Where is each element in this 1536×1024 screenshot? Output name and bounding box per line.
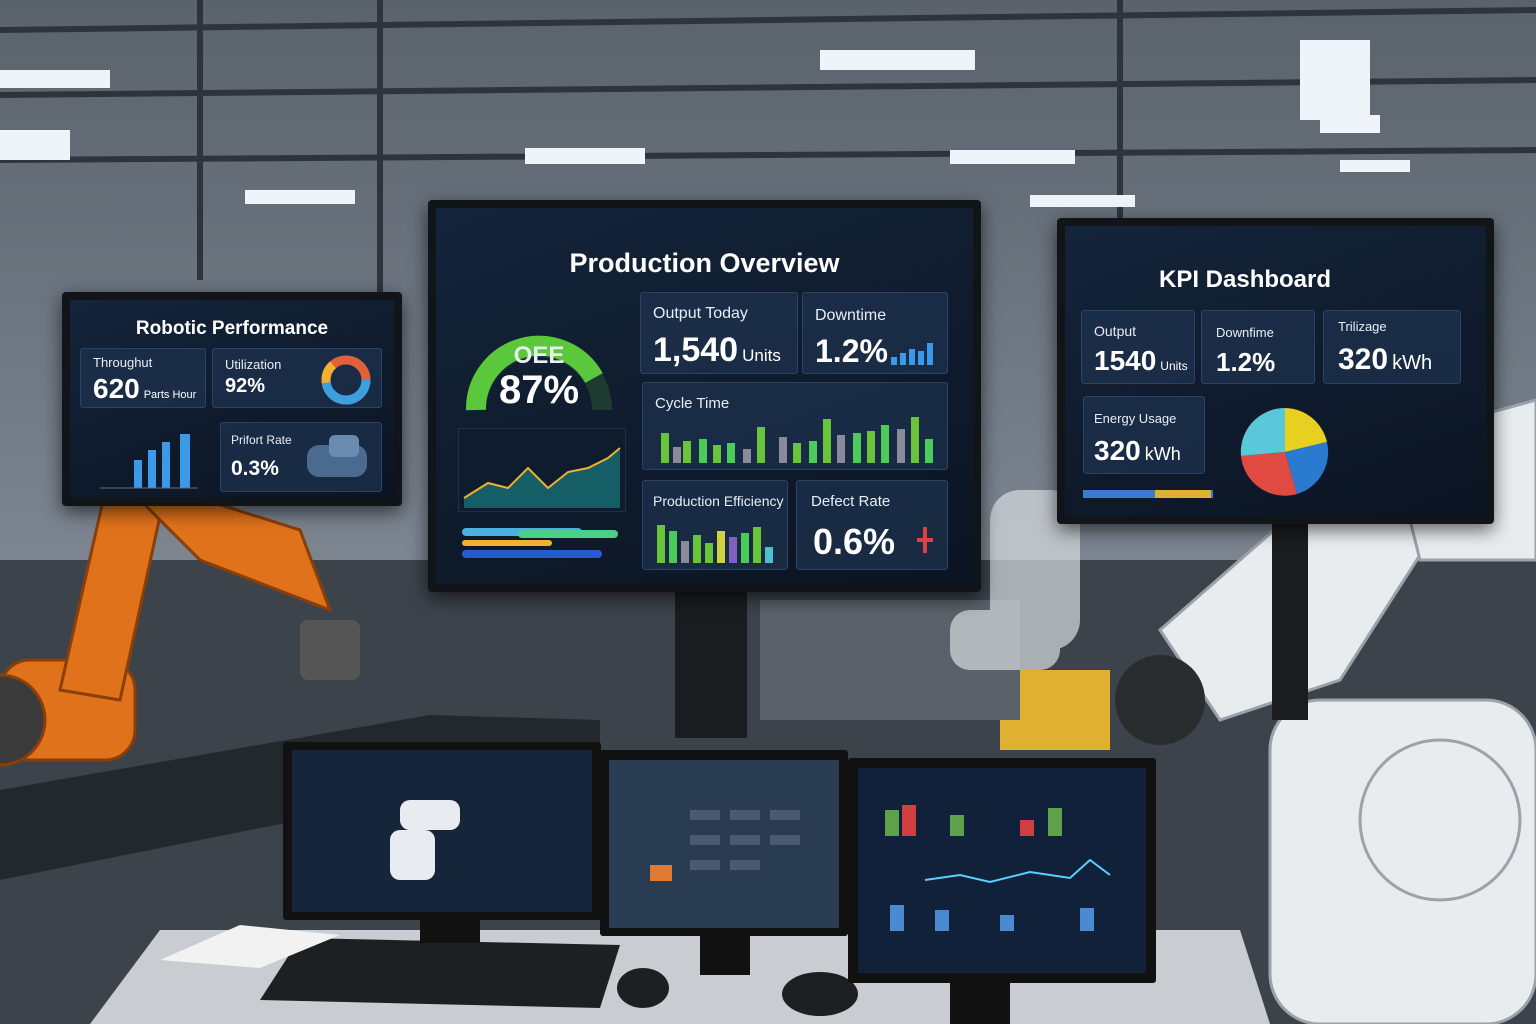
right-screen: KPI Dashboard Output 1540 Units Downfime …	[1065, 226, 1486, 516]
kpi-unit: Units	[742, 346, 781, 365]
kpi-label: Output Today	[653, 305, 748, 322]
kpi-label: Production Efficiency	[653, 493, 784, 509]
kpi-label: Utilization	[225, 357, 282, 372]
progress-bar	[1083, 490, 1213, 498]
kpi-number: 320	[1094, 435, 1141, 466]
right-monitor: KPI Dashboard Output 1540 Units Downfime …	[1057, 218, 1494, 524]
kpi-value: 1540 Units	[1094, 345, 1188, 377]
kpi-number: 620	[93, 373, 140, 404]
kpi-value: 92%	[225, 375, 266, 397]
kpi-tile: Utilization 92%	[212, 348, 382, 408]
small-monitors	[283, 742, 1156, 1024]
kpi-value: 320 kWh	[1338, 343, 1432, 377]
keyboard	[260, 938, 620, 1008]
kpi-label: Downtime	[815, 307, 887, 324]
left-monitor: Robotic Performance Throughut 620 Parts H…	[62, 292, 402, 506]
kpi-tile: Throughut 620 Parts Hour	[80, 348, 206, 408]
kpi-label: Throughut	[93, 355, 153, 370]
kpi-label: Cycle Time	[655, 395, 730, 412]
kpi-label: Trilizage	[1338, 319, 1387, 334]
kpi-tile: Prifort Rate 0.3%	[220, 422, 382, 492]
papers	[160, 925, 340, 968]
ceiling-beams	[0, 0, 1536, 420]
gripper	[300, 620, 360, 680]
kpi-value: 320 kWh	[1094, 435, 1181, 467]
kpi-unit: Parts Hour	[143, 389, 197, 401]
screen-title: KPI Dashboard	[1158, 266, 1332, 293]
efficiency-bars	[657, 525, 773, 563]
kpi-unit: kWh	[1144, 444, 1181, 464]
mouse	[617, 968, 669, 1008]
kpi-number: 1540	[1094, 345, 1157, 376]
kpi-tile: Trilizage 320 kWh	[1323, 310, 1461, 384]
kpi-label: Prifort Rate	[231, 433, 292, 447]
kpi-unit: Units	[1160, 359, 1188, 373]
center-monitor: Production Overview OEE 87% Output Today…	[428, 200, 981, 592]
alert-icon	[917, 527, 933, 553]
kpi-value: 0.6%	[813, 521, 896, 562]
oee-gauge	[465, 335, 612, 411]
cycle-time-bars	[661, 417, 933, 463]
center-screen: Production Overview OEE 87% Output Today…	[436, 208, 973, 584]
kpi-value: 1.2%	[1216, 347, 1276, 377]
kpi-tile: Cycle Time	[642, 382, 948, 470]
kpi-tile: Downtime 1.2%	[802, 292, 948, 374]
pie-chart	[1240, 407, 1329, 496]
kpi-tile: Production Efficiency	[642, 480, 788, 570]
robot-icon	[307, 435, 367, 477]
donut	[321, 355, 371, 405]
kpi-value: 1,540 Units	[653, 331, 781, 370]
left-screen: Robotic Performance Throughut 620 Parts H…	[70, 300, 394, 498]
kpi-label: Downfime	[1216, 325, 1274, 340]
kpi-value: 620 Parts Hour	[93, 373, 196, 405]
monitor-stand	[675, 588, 747, 738]
kpi-tile: Output 1540 Units	[1081, 310, 1195, 384]
ceiling-lights	[0, 40, 1410, 207]
stacked-bars	[462, 528, 618, 558]
bar-chart	[100, 434, 198, 489]
kpi-label: Energy Usage	[1094, 411, 1177, 426]
mouse	[782, 972, 858, 1016]
kpi-tile: Output Today 1,540 Units	[640, 292, 798, 374]
mini-bars	[891, 343, 933, 365]
kpi-label: Output	[1094, 323, 1137, 339]
kpi-value: 1.2%	[815, 333, 888, 369]
gauge-value: 87%	[498, 368, 580, 412]
kpi-number: 1,540	[653, 331, 739, 369]
kpi-number: 320	[1338, 343, 1389, 376]
line-chart	[458, 428, 626, 512]
kpi-tile: Energy Usage 320 kWh	[1083, 396, 1205, 474]
background-robots	[950, 490, 1080, 670]
kpi-label: Defect Rate	[811, 493, 891, 510]
progress-bar	[1155, 490, 1211, 498]
monitor-stand	[1272, 520, 1308, 720]
kpi-tile: Downfime 1.2%	[1201, 310, 1315, 384]
kpi-value: 0.3%	[231, 457, 279, 480]
screen-title: Production Overview	[569, 248, 840, 278]
screen-title: Robotic Performance	[135, 318, 329, 339]
kpi-unit: kWh	[1392, 352, 1433, 374]
gauge-label: OEE	[513, 342, 565, 369]
kpi-tile: Defect Rate 0.6%	[796, 480, 948, 570]
robot-joint	[1115, 655, 1205, 745]
